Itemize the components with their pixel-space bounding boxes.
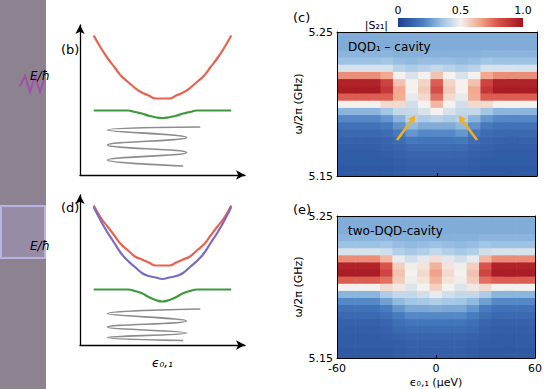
svg-text:(b): (b) bbox=[61, 42, 79, 57]
svg-text:0: 0 bbox=[433, 362, 440, 375]
svg-text:0.5: 0.5 bbox=[452, 4, 470, 17]
svg-text:(e): (e) bbox=[293, 202, 312, 217]
svg-text:DQD₁ – cavity: DQD₁ – cavity bbox=[348, 40, 431, 54]
svg-text:5.25: 5.25 bbox=[309, 210, 334, 223]
svg-text:(c): (c) bbox=[293, 10, 310, 25]
svg-text:5.15: 5.15 bbox=[308, 351, 333, 365]
svg-text:ϵ₀,₁ (μeV): ϵ₀,₁ (μeV) bbox=[410, 376, 462, 389]
svg-text:two-DQD-cavity: two-DQD-cavity bbox=[348, 224, 443, 238]
svg-text:-60: -60 bbox=[328, 362, 346, 375]
svg-text:E/ħ: E/ħ bbox=[30, 239, 50, 253]
svg-text:5.15: 5.15 bbox=[309, 170, 334, 183]
svg-text:E/ħ: E/ħ bbox=[30, 69, 50, 83]
svg-text:ϵ₀,₁: ϵ₀,₁ bbox=[152, 356, 173, 370]
svg-text:5.25: 5.25 bbox=[309, 26, 334, 39]
svg-text:60: 60 bbox=[528, 362, 542, 375]
svg-text:ω/2π (GHz): ω/2π (GHz) bbox=[292, 256, 305, 317]
svg-text:1.0: 1.0 bbox=[514, 4, 532, 17]
svg-text:(d): (d) bbox=[61, 200, 79, 215]
svg-text:|S₂₁|: |S₂₁| bbox=[365, 19, 388, 32]
svg-text:ω/2π (GHz): ω/2π (GHz) bbox=[292, 73, 305, 134]
svg-text:0: 0 bbox=[395, 4, 402, 17]
